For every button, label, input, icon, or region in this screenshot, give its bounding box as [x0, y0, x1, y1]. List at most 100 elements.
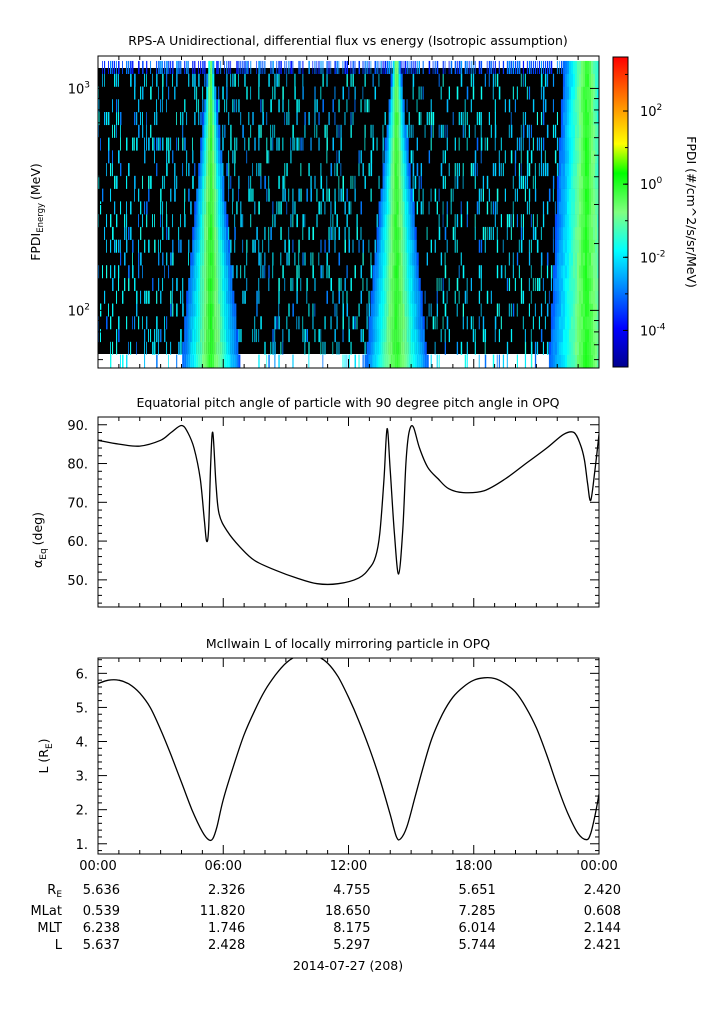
spectrogram-cell — [186, 341, 189, 355]
spectrogram-cell — [408, 354, 411, 368]
spectrogram-cell — [588, 201, 592, 215]
spectrogram-cell — [278, 137, 280, 151]
spectrogram-cell — [570, 150, 574, 164]
spectrogram-cell — [188, 73, 190, 87]
spectrogram-cell — [286, 112, 288, 126]
spectrogram-cell — [546, 124, 549, 138]
spectrogram-cell — [586, 86, 590, 100]
spectrogram-cell — [192, 252, 195, 266]
spectrogram-cell — [296, 265, 298, 279]
spectrogram-cell — [238, 73, 239, 87]
spectrogram-cell — [320, 329, 322, 343]
spectrogram-cell — [394, 86, 397, 100]
spectrogram-cell — [220, 316, 223, 330]
spectrogram-cell — [558, 188, 562, 202]
spectrogram-cell — [204, 188, 207, 202]
spectrogram-cell — [248, 60, 250, 75]
spectrogram-cell — [156, 112, 158, 126]
spectrogram-cell — [188, 341, 191, 355]
spectrogram-cell — [334, 239, 336, 253]
ephemeris-value: 7.285 — [459, 904, 496, 919]
spectrogram-cell — [578, 341, 582, 355]
spectrogram-cell — [412, 265, 415, 279]
spectrogram-cell — [544, 60, 547, 75]
spectrogram-cell — [558, 329, 562, 343]
spectrogram-cell — [412, 303, 415, 317]
spectrogram-cell — [586, 290, 590, 304]
spectrogram-cell — [160, 60, 162, 75]
spectrogram-cell — [210, 188, 213, 202]
spectrogram-cell — [228, 341, 231, 355]
spectrogram-cell — [210, 214, 213, 228]
spectrogram-cell — [580, 112, 584, 126]
spectrogram-cell — [540, 86, 542, 100]
spectrogram-cell — [580, 124, 584, 138]
spectrogram-cell — [210, 354, 213, 368]
spectrogram-cell — [194, 86, 196, 100]
spectrogram-cell — [550, 316, 553, 330]
spectrogram-cell — [224, 354, 227, 368]
spectrogram-cell — [590, 239, 594, 253]
spectrogram-cell — [414, 226, 417, 240]
spectrogram-cell — [154, 137, 155, 151]
spectrogram-cell — [560, 303, 564, 317]
spectrogram-cell — [208, 226, 211, 240]
spectrogram-cell — [410, 201, 413, 215]
spectrogram-cell — [550, 341, 553, 355]
spectrogram-cell — [462, 175, 464, 189]
spectrogram-cell — [540, 163, 543, 177]
spectrogram-cell — [302, 226, 304, 240]
spectrogram-cell — [118, 277, 120, 292]
spectrogram-cell — [382, 265, 385, 279]
spectrogram-cell — [304, 112, 306, 126]
spectrogram-cell — [148, 290, 150, 304]
spectrogram-cell — [310, 188, 312, 202]
spectrogram-cell — [570, 226, 574, 240]
spectrogram-cell — [388, 163, 391, 177]
spectrogram-cell — [388, 137, 391, 151]
spectrogram-cell — [360, 99, 362, 113]
spectrogram-cell — [574, 303, 578, 317]
spectrogram-cell — [440, 124, 443, 138]
spectrogram-cell — [474, 341, 476, 355]
spectrogram-cell — [178, 341, 180, 355]
spectrogram-cell — [314, 60, 316, 75]
spectrogram-cell — [597, 226, 599, 240]
spectrogram-cell — [580, 252, 584, 266]
spectrogram-cell — [316, 188, 318, 202]
spectrogram-cell — [560, 316, 564, 330]
spectrogram-cell — [382, 214, 385, 228]
spectrogram-cell — [190, 201, 192, 215]
spectrogram-cell — [116, 60, 117, 75]
spectrogram-cell — [566, 354, 570, 368]
spectrogram-cell — [168, 150, 170, 164]
spectrogram-cell — [478, 112, 481, 126]
spectrogram-cell — [350, 60, 352, 75]
spectrogram-cell — [406, 354, 409, 368]
spectrogram-cell — [314, 175, 316, 189]
spectrogram-cell — [210, 150, 213, 164]
spectrogram-cell — [220, 175, 223, 189]
spectrogram-cell — [308, 354, 310, 368]
spectrogram-cell — [454, 239, 456, 253]
spectrogram-cell — [212, 188, 215, 202]
spectrogram-cell — [102, 60, 103, 75]
spectrogram-cell — [560, 175, 564, 189]
spectrogram-cell — [138, 188, 140, 202]
spectrogram-cell — [500, 316, 502, 330]
spectrogram-cell — [232, 354, 235, 368]
spectrogram-cell — [402, 354, 405, 368]
y-tick-label: 5. — [76, 701, 88, 716]
spectrogram-cell — [208, 73, 211, 87]
spectrogram-cell — [114, 265, 116, 279]
spectrogram-cell — [216, 124, 219, 138]
spectrogram-cell — [564, 150, 568, 164]
spectrogram-cell — [510, 124, 513, 138]
spectrogram-cell — [456, 277, 459, 292]
spectrogram-cell — [190, 341, 193, 355]
spectrogram-cell — [414, 354, 417, 368]
spectrogram-cell — [390, 201, 393, 215]
spectrogram-cell — [144, 354, 146, 368]
spectrogram-cell — [342, 60, 344, 75]
spectrogram-cell — [188, 329, 191, 343]
